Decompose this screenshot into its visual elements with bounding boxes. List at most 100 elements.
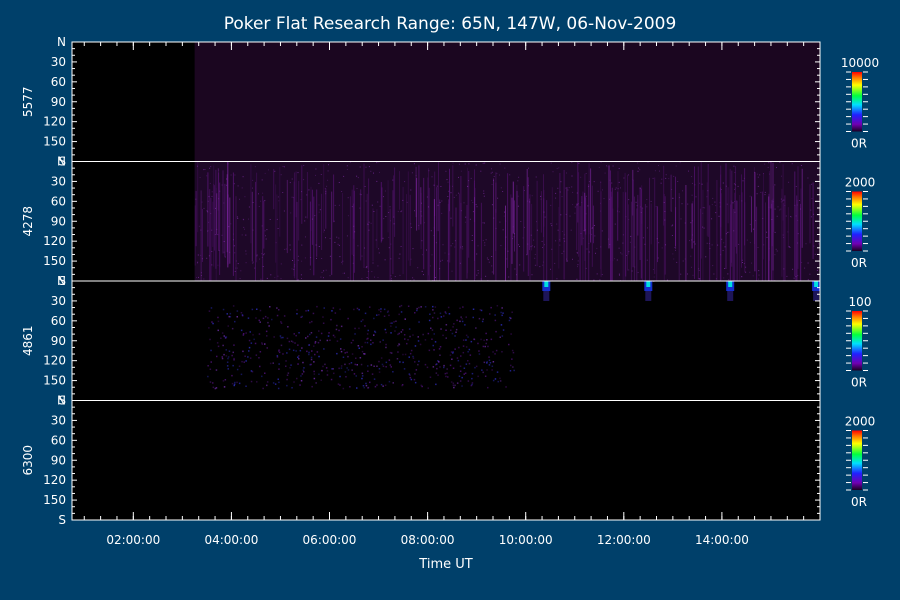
dot [315,382,317,384]
speckle [689,240,690,242]
speckle [692,234,693,236]
speckle [807,177,809,179]
dot [323,348,325,350]
streak [773,185,775,232]
dot [448,313,451,315]
streak [761,191,763,281]
dot [434,306,437,308]
y-tick-label: 120 [43,473,66,487]
streak [399,171,400,210]
dot [362,385,365,387]
speckle [217,234,219,236]
speckle [733,183,735,185]
streak [617,171,619,208]
speckle [743,263,745,264]
streak [436,187,438,281]
streak [218,172,220,251]
speckle [338,204,340,206]
panel-wavelength-label: 4278 [21,206,35,237]
dot [484,375,487,377]
speckle [661,178,663,180]
speckle [442,244,444,246]
speckle [356,188,358,189]
speckle [618,211,620,213]
streak [768,196,770,281]
speckle [308,189,310,191]
speckle [561,196,563,198]
speckle [276,218,278,220]
speckle [639,169,641,171]
speckle [587,205,589,207]
speckle [365,166,367,168]
speckle [316,257,317,259]
speckle [379,171,380,173]
dot [471,377,473,380]
speckle [727,231,729,233]
colorbar [852,191,862,251]
speckle [665,177,667,179]
dot [286,384,288,387]
speckle [428,170,430,172]
dot [345,376,347,378]
speckle [544,216,546,218]
speckle [200,229,202,231]
dot [397,333,399,336]
dot [500,311,502,314]
dot [355,375,357,377]
streak [706,182,708,236]
streak [296,201,298,281]
dot [251,308,254,311]
speckle [571,175,573,177]
dot [338,329,340,332]
speckle [563,234,565,236]
speckle [326,185,328,187]
speckle [233,233,234,235]
y-tick-label: 90 [51,453,66,467]
speckle [410,189,412,191]
speckle [196,277,197,279]
dot [406,342,408,345]
dot [300,375,302,377]
dot [347,355,349,358]
speckle [353,254,355,256]
dot [358,327,360,330]
speckle [588,243,590,244]
speckle [354,231,356,233]
dot [382,339,384,341]
dot [222,308,225,311]
dot [483,339,485,342]
speckle [795,186,797,187]
streak [363,163,365,268]
dot [335,328,338,331]
dot [385,361,388,364]
dot [340,365,343,367]
speckle [506,258,508,260]
streak [590,168,592,243]
speckle [768,162,770,164]
dot [236,368,239,371]
dot [465,334,468,337]
speckle [722,250,724,251]
dot [459,320,461,323]
dot [385,346,387,349]
speckle [776,167,777,168]
speckle [657,257,659,259]
y-tick-label: 150 [43,254,66,268]
speckle [523,190,525,191]
dot [467,380,470,382]
speckle [682,190,684,192]
speckle [323,270,325,272]
speckle [223,251,225,253]
x-tick-label: 08:00:00 [401,533,455,547]
speckle [672,224,674,226]
speckle [392,179,394,181]
dot [228,350,231,352]
speckle [469,218,471,220]
streak [420,187,422,225]
streak [657,206,658,263]
dot [210,307,213,309]
dot [479,309,482,311]
dot [273,336,275,338]
speckle [711,244,713,246]
speckle [321,258,323,259]
